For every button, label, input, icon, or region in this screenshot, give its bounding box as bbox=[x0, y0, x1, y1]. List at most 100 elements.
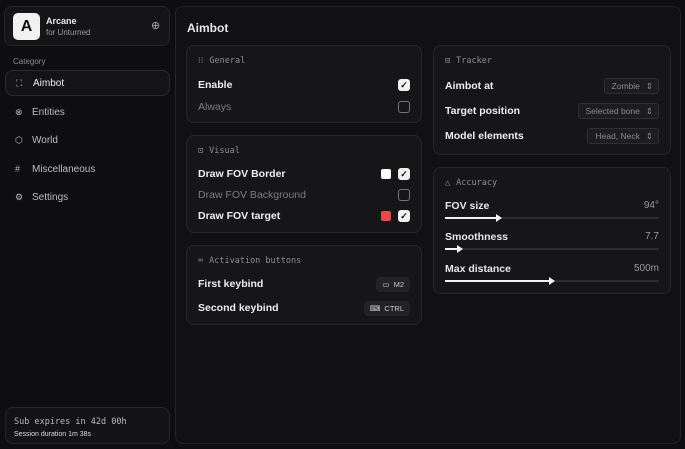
slider-track[interactable] bbox=[445, 277, 659, 285]
smoothness-slider[interactable]: Smoothness 7.7 bbox=[445, 231, 659, 261]
sidebar-item-settings[interactable]: ⚙ Settings bbox=[5, 184, 170, 210]
always-row: Always bbox=[198, 97, 410, 117]
main-panel: Aimbot ⁝⁝ General Enable ✓ Always ⊡ Visual … bbox=[175, 6, 681, 444]
row-label: Always bbox=[198, 101, 232, 113]
row-label: Draw FOV target bbox=[198, 210, 281, 222]
tracker-icon: ⊟ bbox=[445, 56, 451, 66]
sidebar-item-label: Miscellaneous bbox=[32, 163, 96, 175]
key-label: CTRL bbox=[384, 303, 404, 313]
slider-value: 94° bbox=[643, 200, 659, 211]
chevron-updown-icon: ⇕ bbox=[645, 80, 653, 91]
brand-card: A Arcane for Unturned ⊕ bbox=[4, 6, 170, 46]
slider-fill bbox=[445, 248, 460, 250]
slider-fill bbox=[445, 280, 552, 282]
max-distance-slider[interactable]: Max distance 500m bbox=[445, 263, 659, 293]
card-title: Tracker bbox=[456, 56, 492, 66]
category-label: Category bbox=[13, 57, 46, 66]
fov-border-checkbox[interactable]: ✓ bbox=[398, 168, 410, 180]
activation-card: ⌨ Activation buttons First keybind ▭ M2 Sec… bbox=[186, 245, 422, 325]
visual-card: ⊡ Visual Draw FOV Border ✓ Draw FOV Backgr… bbox=[186, 135, 422, 233]
slider-fill bbox=[445, 217, 499, 219]
aimbot-at-row: Aimbot at Zombie ⇕ bbox=[445, 76, 659, 96]
session-duration: Session duration 1m 38s bbox=[14, 431, 92, 438]
slider-value: 500m bbox=[633, 263, 659, 274]
slider-label: Max distance bbox=[445, 263, 511, 275]
fov-background-checkbox[interactable] bbox=[398, 189, 410, 201]
row-label: Model elements bbox=[445, 130, 524, 142]
model-elements-select[interactable]: Head, Neck ⇕ bbox=[587, 128, 659, 144]
row-label: Draw FOV Border bbox=[198, 168, 286, 180]
slider-label: Smoothness bbox=[445, 231, 509, 243]
select-value: Zombie bbox=[611, 81, 640, 91]
accuracy-card: △ Accuracy FOV size 94° Smoothness 7.7 Max … bbox=[433, 167, 671, 294]
row-label: Aimbot at bbox=[445, 80, 494, 92]
first-keybind-row: First keybind ▭ M2 bbox=[198, 274, 410, 294]
sidebar-item-miscellaneous[interactable]: # Miscellaneous bbox=[5, 156, 170, 182]
row-label: Target position bbox=[445, 105, 521, 117]
tracker-card: ⊟ Tracker Aimbot at Zombie ⇕ Target positio… bbox=[433, 45, 671, 155]
first-keybind-button[interactable]: ▭ M2 bbox=[376, 276, 410, 292]
entities-icon: ⊗ bbox=[15, 106, 23, 117]
app-logo: A bbox=[13, 13, 40, 40]
second-keybind-row: Second keybind ⌨ CTRL bbox=[198, 298, 410, 318]
card-title: General bbox=[209, 56, 246, 66]
card-title: Activation buttons bbox=[209, 256, 302, 266]
row-label: Second keybind bbox=[198, 302, 279, 314]
card-title: Accuracy bbox=[456, 178, 498, 188]
triangle-icon: △ bbox=[445, 178, 451, 188]
page-title: Aimbot bbox=[187, 21, 229, 35]
target-settings-icon[interactable]: ⊕ bbox=[151, 20, 161, 32]
visual-icon: ⊡ bbox=[198, 146, 204, 156]
subscription-card: Sub expires in 42d 00h Session duration … bbox=[5, 407, 170, 444]
sidebar: A Arcane for Unturned ⊕ Category ⛶ Aimbot… bbox=[4, 6, 171, 444]
keyboard-icon: ⌨ bbox=[198, 256, 204, 266]
fov-target-color-swatch[interactable] bbox=[381, 211, 391, 221]
card-title: Visual bbox=[209, 146, 240, 156]
sidebar-item-label: Settings bbox=[32, 191, 69, 203]
key-label: M2 bbox=[393, 279, 404, 289]
crosshair-icon: ⛶ bbox=[16, 77, 23, 88]
draw-fov-border-row: Draw FOV Border ✓ bbox=[198, 164, 410, 184]
enable-checkbox[interactable]: ✓ bbox=[398, 79, 410, 91]
general-card: ⁝⁝ General Enable ✓ Always bbox=[186, 45, 422, 123]
row-label: Enable bbox=[198, 79, 233, 91]
slider-label: FOV size bbox=[445, 200, 490, 212]
sidebar-item-aimbot[interactable]: ⛶ Aimbot bbox=[5, 70, 170, 96]
sidebar-item-label: Aimbot bbox=[33, 77, 65, 89]
chevron-updown-icon: ⇕ bbox=[645, 105, 653, 116]
sub-expiry: Sub expires in 42d 00h bbox=[14, 417, 127, 427]
slider-track[interactable] bbox=[445, 214, 659, 222]
general-icon: ⁝⁝ bbox=[198, 56, 204, 66]
row-label: First keybind bbox=[198, 278, 264, 290]
mouse-icon: ▭ bbox=[382, 279, 390, 289]
fov-size-slider[interactable]: FOV size 94° bbox=[445, 200, 659, 230]
fov-border-color-swatch[interactable] bbox=[381, 169, 391, 179]
select-value: Selected bone bbox=[585, 106, 640, 116]
app-subtitle: for Unturned bbox=[46, 28, 91, 37]
draw-fov-background-row: Draw FOV Background bbox=[198, 185, 410, 205]
chevron-updown-icon: ⇕ bbox=[645, 130, 653, 141]
sidebar-item-label: World bbox=[32, 134, 58, 146]
cube-icon: ⬡ bbox=[15, 134, 23, 145]
second-keybind-button[interactable]: ⌨ CTRL bbox=[363, 300, 410, 316]
slider-thumb[interactable] bbox=[495, 214, 502, 222]
app-name: Arcane bbox=[46, 16, 77, 26]
model-elements-row: Model elements Head, Neck ⇕ bbox=[445, 126, 659, 146]
gear-icon: ⚙ bbox=[15, 191, 24, 202]
slider-track[interactable] bbox=[445, 245, 659, 253]
keyboard-icon: ⌨ bbox=[369, 303, 381, 313]
always-checkbox[interactable] bbox=[398, 101, 410, 113]
slider-thumb[interactable] bbox=[549, 277, 555, 285]
target-position-select[interactable]: Selected bone ⇕ bbox=[577, 103, 659, 119]
select-value: Head, Neck bbox=[595, 131, 640, 141]
aimbot-at-select[interactable]: Zombie ⇕ bbox=[603, 78, 659, 94]
sidebar-item-label: Entities bbox=[32, 106, 65, 118]
fov-target-checkbox[interactable]: ✓ bbox=[398, 210, 410, 222]
sidebar-item-entities[interactable]: ⊗ Entities bbox=[5, 99, 170, 125]
draw-fov-target-row: Draw FOV target ✓ bbox=[198, 206, 410, 226]
sidebar-item-world[interactable]: ⬡ World bbox=[5, 127, 170, 153]
slider-value: 7.7 bbox=[645, 231, 659, 242]
slider-thumb[interactable] bbox=[456, 245, 463, 253]
grid-icon: # bbox=[15, 164, 21, 174]
row-label: Draw FOV Background bbox=[198, 189, 306, 201]
